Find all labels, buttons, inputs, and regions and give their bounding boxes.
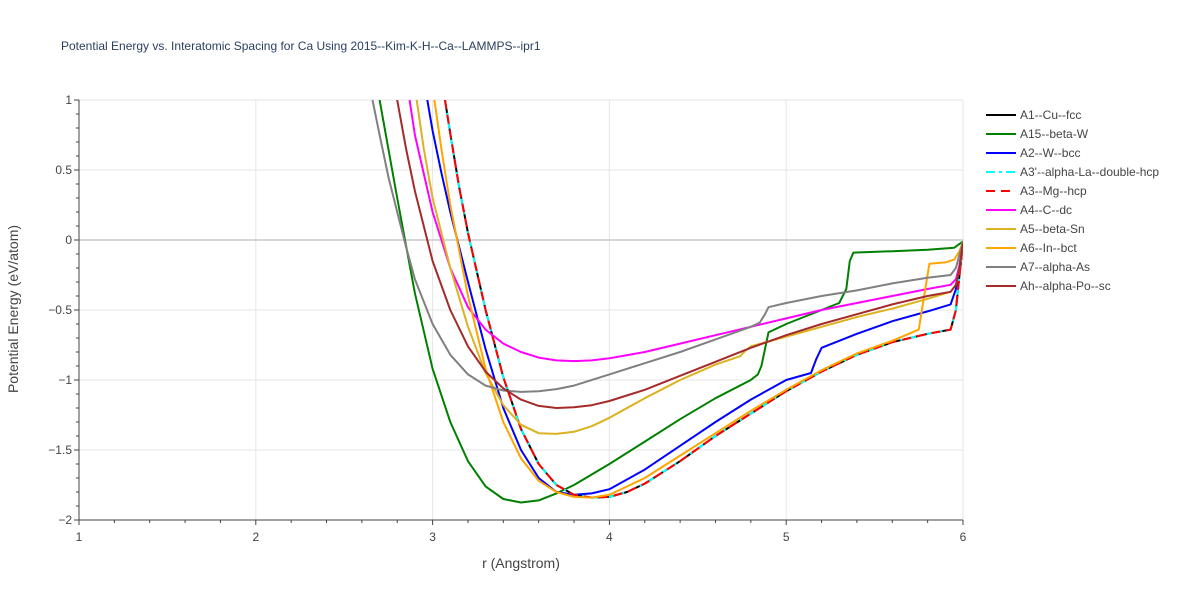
series-line-10[interactable] xyxy=(396,100,963,409)
legend-label: A6--In--bct xyxy=(1020,241,1077,255)
series-line-5[interactable] xyxy=(444,100,963,499)
series-line-3[interactable] xyxy=(426,100,963,496)
x-tick-label: 5 xyxy=(783,530,790,544)
series-line-4[interactable] xyxy=(444,100,963,499)
legend-label: A5--beta-Sn xyxy=(1020,222,1085,236)
chart-title: Potential Energy vs. Interatomic Spacing… xyxy=(61,39,541,53)
y-tick-label: 0 xyxy=(65,233,72,247)
legend-item[interactable]: A4--C--dc xyxy=(986,203,1072,217)
legend-item[interactable]: A3--Mg--hcp xyxy=(986,184,1087,198)
legend-item[interactable]: A1--Cu--fcc xyxy=(986,108,1081,122)
legend-label: A3--Mg--hcp xyxy=(1020,184,1087,198)
y-tick-label: 1 xyxy=(65,93,72,107)
x-tick-label: 4 xyxy=(606,530,613,544)
series-line-6[interactable] xyxy=(408,100,963,363)
y-tick-label: 0.5 xyxy=(55,163,72,177)
legend-item[interactable]: A6--In--bct xyxy=(986,241,1077,255)
legend-item[interactable]: A2--W--bcc xyxy=(986,146,1080,160)
legend-item[interactable]: A7--alpha-As xyxy=(986,260,1090,274)
x-tick-label: 6 xyxy=(960,530,967,544)
legend-label: A7--alpha-As xyxy=(1020,260,1090,274)
legend[interactable]: A1--Cu--fcc A15--beta-W A2--W--bcc A3'--alp… xyxy=(986,108,1159,293)
series-line-1[interactable] xyxy=(444,100,963,499)
legend-label: A3'--alpha-La--double-hcp xyxy=(1020,165,1159,179)
x-axis-title: r (Angstrom) xyxy=(482,555,560,571)
legend-item[interactable]: A5--beta-Sn xyxy=(986,222,1085,236)
legend-label: A1--Cu--fcc xyxy=(1020,108,1081,122)
series-line-7[interactable] xyxy=(415,100,963,435)
legend-item[interactable]: A3'--alpha-La--double-hcp xyxy=(986,165,1159,179)
series-line-9[interactable] xyxy=(371,100,964,393)
legend-label: Ah--alpha-Po--sc xyxy=(1020,279,1111,293)
grid xyxy=(79,99,964,520)
legend-item[interactable]: A15--beta-W xyxy=(986,127,1089,141)
y-tick-label: −1 xyxy=(58,373,72,387)
legend-item[interactable]: Ah--alpha-Po--sc xyxy=(986,279,1111,293)
series-line-8[interactable] xyxy=(433,100,963,499)
legend-label: A2--W--bcc xyxy=(1020,146,1080,160)
axes: 1 2 3 4 5 6 −2 −1.5 −1 −0.5 0 0.5 1 xyxy=(48,93,966,544)
series-line-2[interactable] xyxy=(378,100,963,504)
x-tick-label: 2 xyxy=(252,530,259,544)
y-tick-label: −2 xyxy=(58,513,72,527)
series-group xyxy=(371,100,964,504)
x-tick-label: 3 xyxy=(429,530,436,544)
y-tick-label: −0.5 xyxy=(48,303,72,317)
y-tick-label: −1.5 xyxy=(48,443,72,457)
y-axis-title: Potential Energy (eV/atom) xyxy=(5,225,21,393)
legend-label: A4--C--dc xyxy=(1020,203,1072,217)
x-tick-label: 1 xyxy=(76,530,83,544)
legend-label: A15--beta-W xyxy=(1020,127,1089,141)
